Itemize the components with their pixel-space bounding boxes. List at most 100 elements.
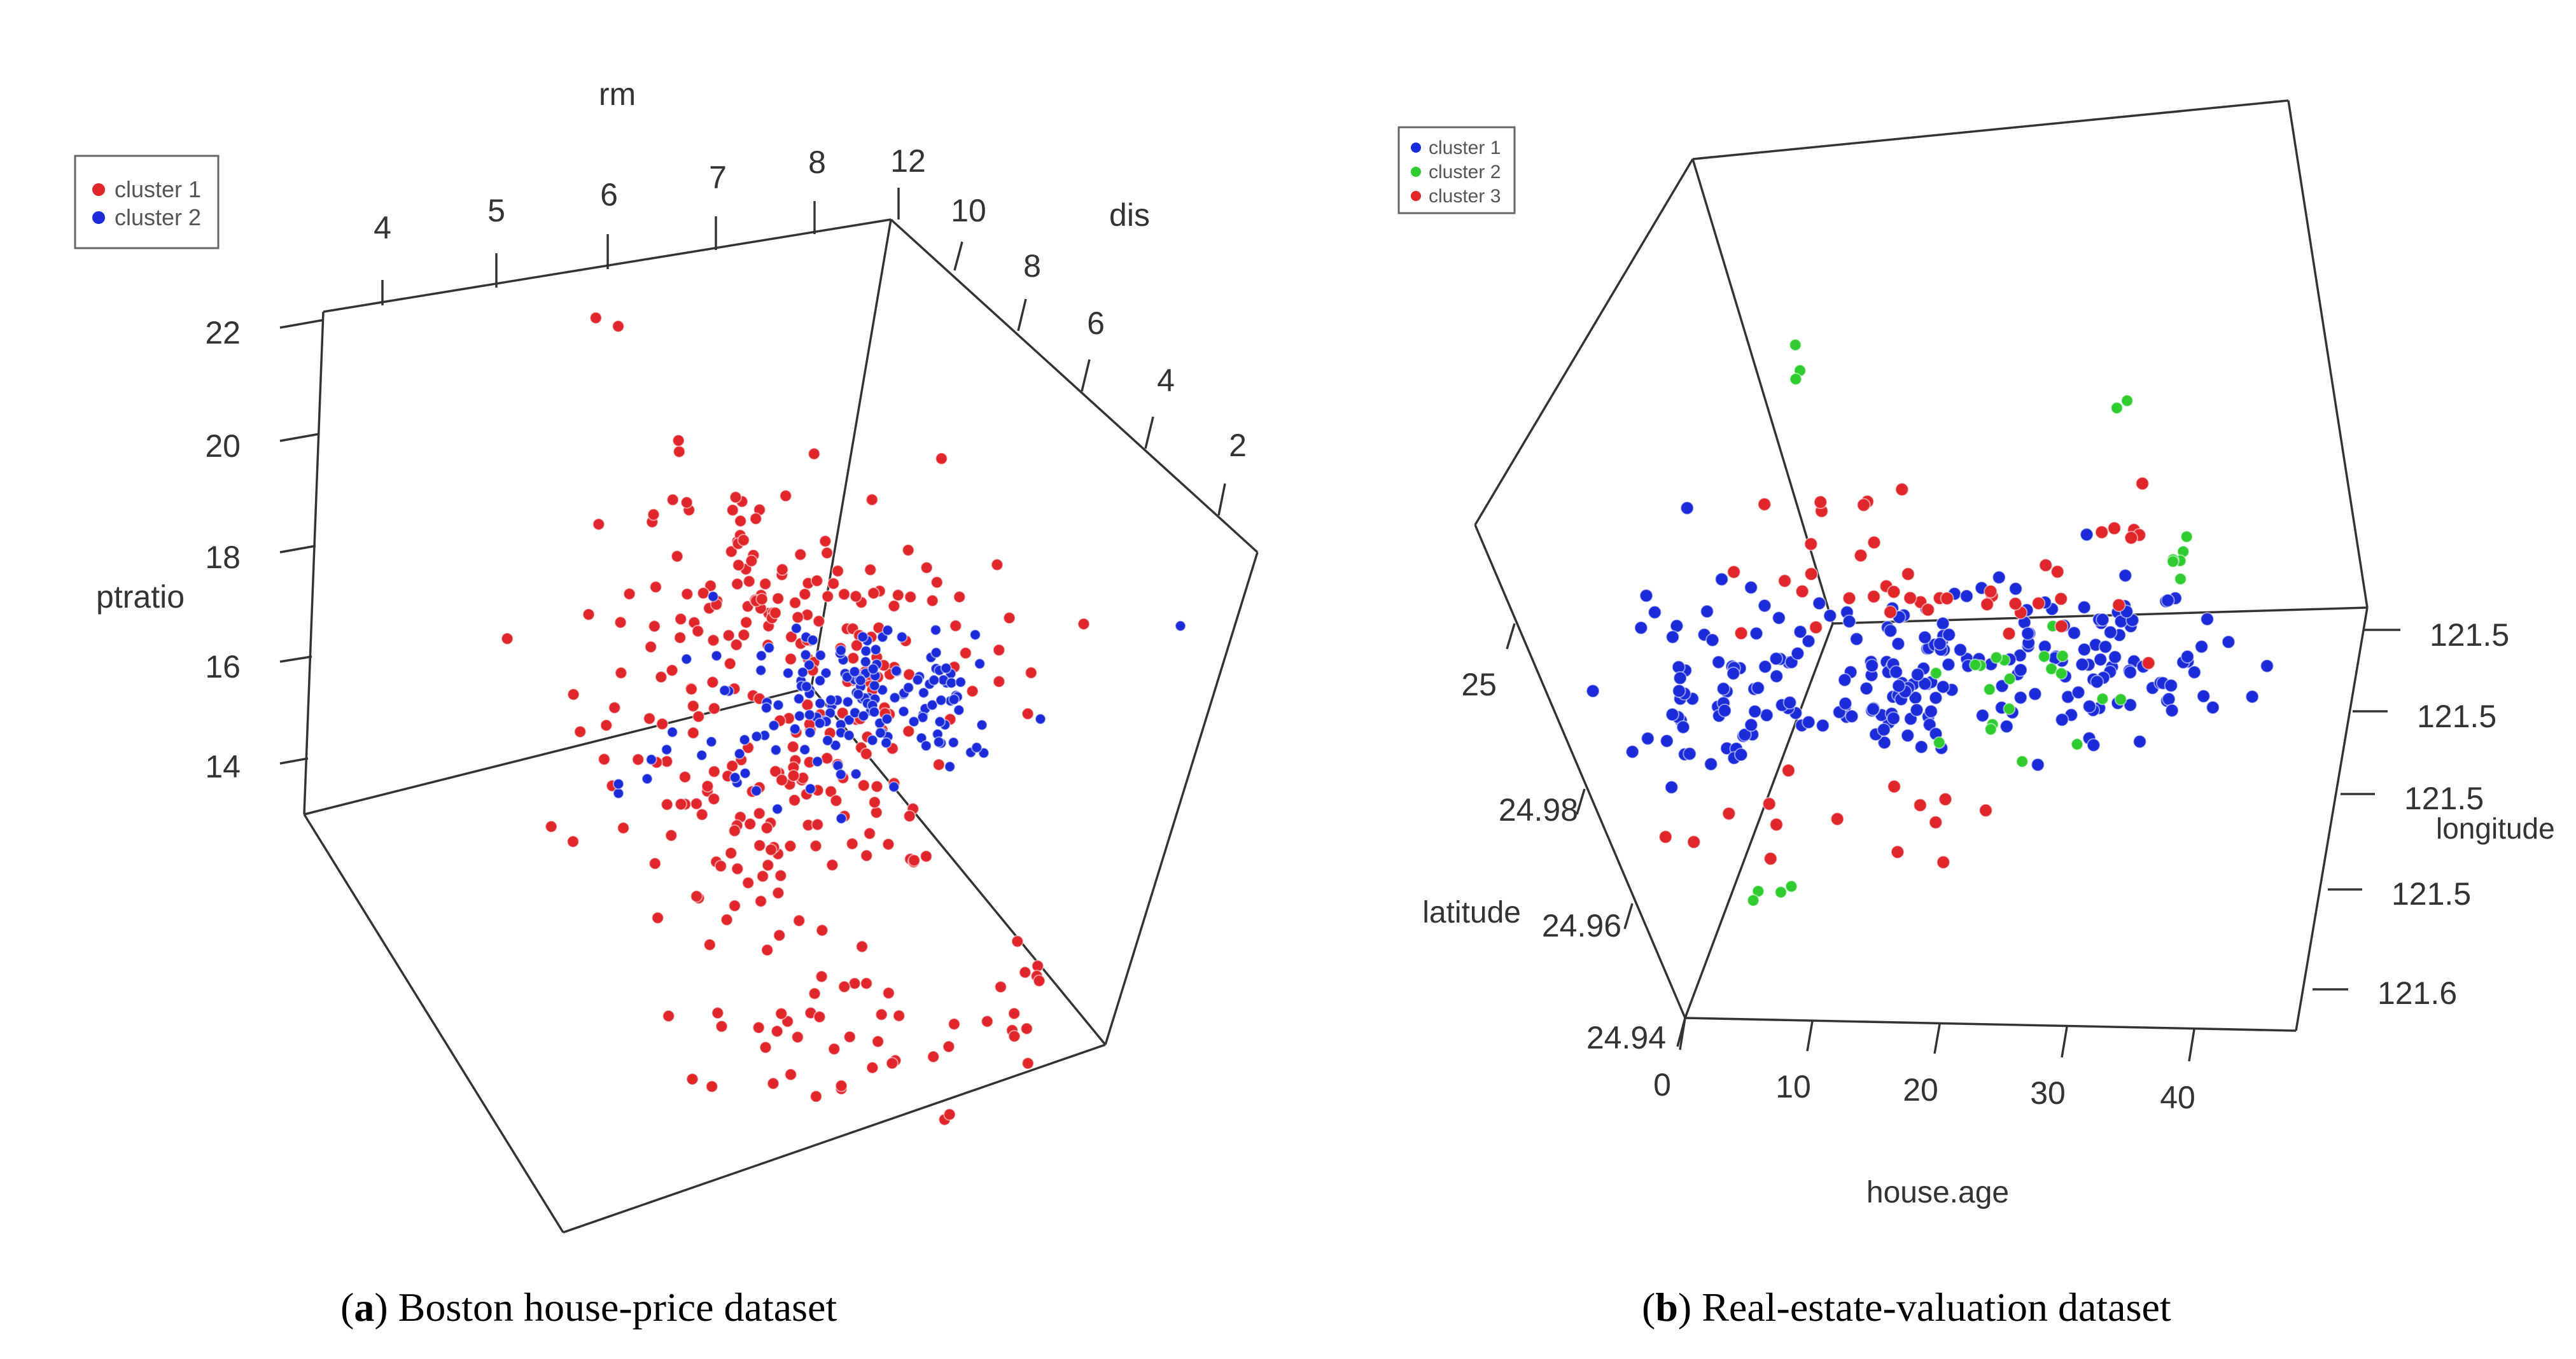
data-point-cluster-1	[2162, 692, 2176, 706]
data-point-cluster-1	[2020, 626, 2035, 641]
data-point-cluster-2	[2038, 650, 2051, 663]
data-point-cluster-1	[882, 986, 895, 1000]
panel-a-legend: cluster 1 cluster 2	[74, 155, 220, 249]
data-point-cluster-1	[1737, 727, 1752, 742]
data-point-cluster-1	[2080, 527, 2094, 542]
panel-b-axis-house-age	[1679, 1017, 2195, 1062]
data-point-cluster-1	[1838, 696, 1852, 711]
data-point-cluster-1	[2196, 689, 2211, 704]
data-point-cluster-1	[2031, 758, 2045, 772]
panel-a-axis-dis	[897, 188, 1226, 516]
data-point-cluster-2	[750, 785, 762, 797]
data-point-cluster-3	[1769, 818, 1784, 832]
data-point-cluster-2	[1933, 736, 1946, 749]
data-point-cluster-1	[860, 747, 873, 760]
data-point-cluster-1	[920, 849, 933, 863]
caption-a: (a) Boston house-price dataset	[340, 1285, 837, 1330]
caption-b-text: Real-estate-valuation dataset	[1702, 1285, 2171, 1330]
data-point-cluster-1	[863, 827, 876, 840]
data-point-cluster-1	[728, 899, 741, 912]
data-point-cluster-2	[1785, 880, 1798, 893]
data-point-cluster-3	[1726, 565, 1741, 579]
data-point-cluster-1	[815, 924, 829, 937]
data-point-cluster-2	[770, 744, 782, 756]
legend-label-cluster-2: cluster 2	[1429, 162, 1501, 183]
tick-label-latitude: 25	[1461, 667, 1497, 702]
data-point-cluster-1	[666, 664, 679, 677]
data-point-cluster-1	[774, 869, 787, 882]
data-point-cluster-2	[2114, 693, 2127, 706]
data-point-cluster-1	[865, 1061, 879, 1075]
data-point-cluster-1	[691, 625, 704, 638]
data-point-cluster-1	[730, 638, 743, 652]
data-point-cluster-1	[1680, 501, 1695, 515]
data-point-cluster-2	[948, 693, 960, 706]
data-point-cluster-1	[927, 1050, 940, 1063]
data-point-cluster-2	[790, 622, 802, 634]
data-point-cluster-1	[692, 710, 705, 723]
data-point-cluster-1	[792, 914, 806, 927]
data-point-cluster-1	[644, 640, 657, 653]
data-point-cluster-2	[763, 642, 775, 654]
data-point-cluster-1	[664, 829, 678, 842]
data-point-cluster-1	[666, 493, 680, 506]
data-point-cluster-2	[1990, 651, 2003, 664]
data-point-cluster-1	[791, 611, 804, 624]
data-point-cluster-1	[743, 818, 757, 831]
data-point-cluster-1	[850, 639, 864, 652]
caption-b: (b) Real-estate-valuation dataset	[1642, 1285, 2171, 1330]
data-point-cluster-2	[641, 773, 653, 785]
tick-mark	[1144, 416, 1154, 449]
data-point-cluster-2	[739, 734, 751, 746]
data-point-cluster-1	[837, 588, 851, 601]
data-point-cluster-1	[875, 1008, 888, 1021]
data-point-cluster-3	[2008, 596, 2022, 611]
data-point-cluster-1	[651, 911, 664, 924]
data-point-cluster-1	[808, 447, 821, 461]
data-point-cluster-1	[798, 587, 811, 601]
data-point-cluster-2	[944, 761, 956, 772]
data-point-cluster-2	[835, 645, 847, 657]
data-point-cluster-2	[768, 720, 780, 732]
data-point-cluster-1	[831, 564, 844, 578]
data-point-cluster-2	[933, 736, 945, 748]
data-point-cluster-1	[686, 1073, 699, 1086]
tick-label-ptratio: 18	[205, 540, 241, 575]
data-point-cluster-1	[779, 489, 792, 503]
data-point-cluster-1	[582, 608, 595, 621]
data-point-cluster-1	[771, 1024, 784, 1038]
data-point-cluster-1	[2187, 665, 2202, 680]
data-point-cluster-2	[835, 769, 847, 781]
tick-mark	[1217, 483, 1226, 516]
data-point-cluster-1	[724, 846, 738, 860]
tick-label-ptratio: 16	[205, 649, 241, 685]
data-point-cluster-3	[1980, 597, 1994, 611]
data-point-cluster-1	[935, 452, 948, 465]
data-point-cluster-1	[882, 838, 895, 851]
data-point-cluster-1	[672, 434, 685, 447]
panel-b-box-edge	[1684, 623, 1834, 1019]
data-point-cluster-1	[829, 794, 843, 807]
data-point-cluster-1	[714, 860, 727, 873]
data-point-cluster-1	[1900, 728, 1915, 743]
data-point-cluster-1	[1648, 605, 1662, 620]
data-point-cluster-1	[864, 563, 877, 576]
data-point-cluster-1	[1734, 748, 1748, 762]
data-point-cluster-1	[1700, 604, 1714, 618]
data-point-cluster-1	[1007, 1007, 1021, 1020]
data-point-cluster-1	[1959, 589, 1974, 603]
data-point-cluster-3	[1938, 792, 1952, 807]
data-point-cluster-1	[741, 876, 755, 889]
data-point-cluster-2	[793, 693, 805, 705]
data-point-cluster-1	[812, 615, 825, 628]
data-point-cluster-2	[771, 803, 783, 815]
data-point-cluster-2	[696, 749, 708, 762]
data-point-cluster-2	[1789, 338, 1802, 352]
panel-b-box-edge	[1474, 158, 1694, 526]
data-point-cluster-1	[1812, 596, 1826, 611]
data-point-cluster-1	[737, 629, 750, 641]
panel-a-axis-rm	[381, 201, 816, 305]
data-point-cluster-1	[2071, 685, 2085, 700]
data-point-cluster-1	[755, 592, 769, 606]
data-point-cluster-1	[1025, 666, 1038, 680]
